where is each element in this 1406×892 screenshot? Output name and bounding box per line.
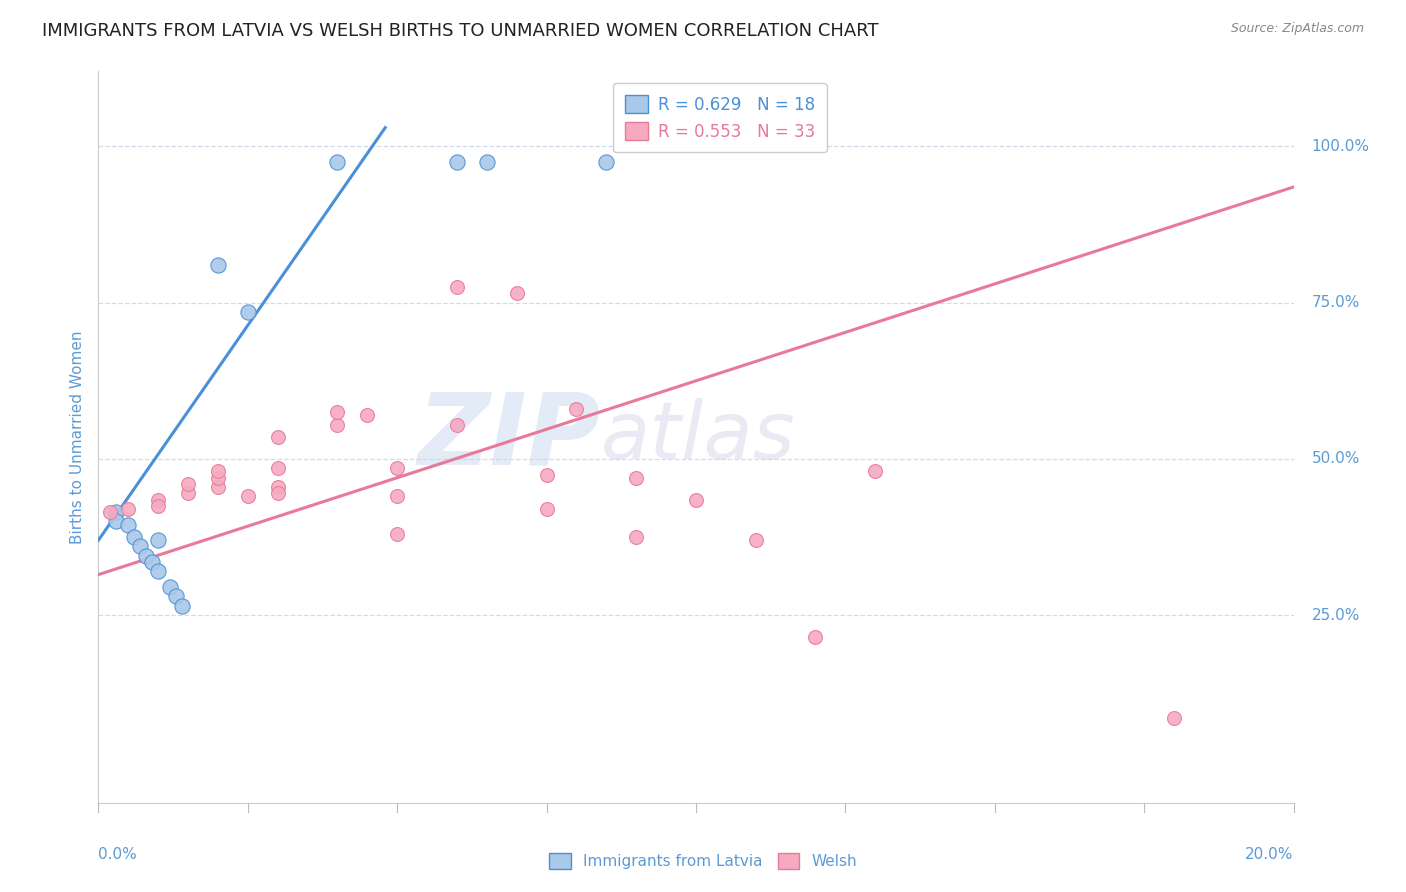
Point — [624, 471, 647, 485]
Point — [506, 286, 529, 301]
Point — [148, 565, 170, 579]
Point — [475, 155, 498, 169]
Point — [148, 492, 170, 507]
Point — [124, 530, 146, 544]
Point — [385, 490, 409, 504]
Point — [446, 155, 468, 169]
Point — [1163, 711, 1185, 725]
Point — [207, 471, 229, 485]
Point — [446, 417, 468, 432]
Point — [745, 533, 768, 548]
Point — [267, 461, 290, 475]
Text: 100.0%: 100.0% — [1312, 139, 1369, 154]
Point — [595, 155, 617, 169]
Y-axis label: Births to Unmarried Women: Births to Unmarried Women — [69, 330, 84, 544]
Point — [165, 590, 187, 604]
Point — [177, 477, 200, 491]
Point — [105, 515, 128, 529]
Point — [141, 555, 163, 569]
Point — [236, 305, 259, 319]
Text: 25.0%: 25.0% — [1312, 607, 1360, 623]
Point — [326, 405, 349, 419]
Point — [356, 408, 378, 422]
Point — [446, 280, 468, 294]
Legend: Immigrants from Latvia, Welsh: Immigrants from Latvia, Welsh — [543, 847, 863, 875]
Point — [177, 486, 200, 500]
Point — [172, 599, 194, 613]
Point — [267, 480, 290, 494]
Point — [207, 480, 229, 494]
Point — [148, 499, 170, 513]
Text: ZIP: ZIP — [418, 389, 600, 485]
Point — [385, 461, 409, 475]
Point — [326, 417, 349, 432]
Point — [117, 517, 139, 532]
Point — [98, 505, 122, 519]
Point — [267, 486, 290, 500]
Point — [624, 530, 647, 544]
Point — [129, 540, 152, 554]
Text: 20.0%: 20.0% — [1246, 847, 1294, 862]
Point — [863, 465, 886, 479]
Text: IMMIGRANTS FROM LATVIA VS WELSH BIRTHS TO UNMARRIED WOMEN CORRELATION CHART: IMMIGRANTS FROM LATVIA VS WELSH BIRTHS T… — [42, 22, 879, 40]
Text: Source: ZipAtlas.com: Source: ZipAtlas.com — [1230, 22, 1364, 36]
Point — [385, 527, 409, 541]
Point — [135, 549, 157, 563]
Point — [117, 502, 139, 516]
Point — [536, 502, 558, 516]
Point — [685, 492, 707, 507]
Point — [105, 505, 128, 519]
Point — [236, 490, 259, 504]
Point — [207, 258, 229, 272]
Text: atlas: atlas — [600, 398, 796, 476]
Point — [159, 580, 181, 594]
Point — [148, 533, 170, 548]
Point — [565, 401, 588, 416]
Point — [804, 630, 827, 644]
Text: 50.0%: 50.0% — [1312, 451, 1360, 467]
Point — [207, 465, 229, 479]
Point — [267, 430, 290, 444]
Legend: R = 0.629   N = 18, R = 0.553   N = 33: R = 0.629 N = 18, R = 0.553 N = 33 — [613, 83, 827, 153]
Text: 75.0%: 75.0% — [1312, 295, 1360, 310]
Point — [326, 155, 349, 169]
Text: 0.0%: 0.0% — [98, 847, 138, 862]
Point — [536, 467, 558, 482]
